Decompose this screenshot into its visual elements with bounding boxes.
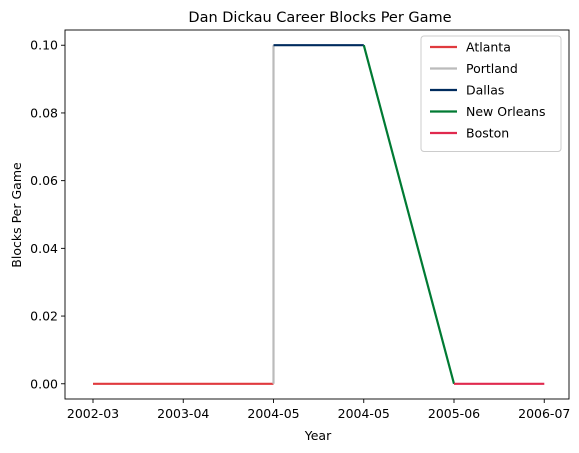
series-layer [93, 44, 545, 385]
y-tick-label: 0.00 [30, 376, 58, 391]
x-tick-label: 2003-04 [157, 406, 209, 421]
y-axis: 0.00 0.02 0.04 0.06 0.08 0.10 [30, 38, 65, 391]
x-axis: 2002-03 2003-04 2004-05 2004-05 2005-06 2006-… [67, 399, 570, 421]
y-tick-label: 0.06 [30, 173, 58, 188]
legend-label: Portland [466, 61, 518, 76]
y-axis-label: Blocks Per Game [9, 162, 24, 268]
legend: Atlanta Portland Dallas New Orleans Boston [420, 35, 562, 152]
legend-label: Boston [466, 126, 509, 141]
chart-title: Dan Dickau Career Blocks Per Game [188, 10, 451, 26]
y-tick-label: 0.02 [30, 309, 58, 324]
series-line-new-orleans [362, 44, 456, 385]
x-tick-label: 2004-05 [247, 406, 299, 421]
y-tick-label: 0.10 [30, 38, 58, 53]
y-tick-label: 0.04 [30, 241, 58, 256]
plot-frame [64, 29, 570, 400]
x-tick-label: 2005-06 [428, 406, 480, 421]
x-tick-label: 2006-07 [518, 406, 570, 421]
legend-box [420, 35, 562, 152]
x-tick-label: 2002-03 [67, 406, 119, 421]
legend-label: Dallas [466, 83, 504, 98]
x-tick-label: 2004-05 [338, 406, 390, 421]
y-tick-label: 0.08 [30, 105, 58, 120]
legend-label: Atlanta [466, 40, 511, 55]
x-axis-label: Year [304, 428, 332, 443]
legend-label: New Orleans [466, 104, 545, 119]
